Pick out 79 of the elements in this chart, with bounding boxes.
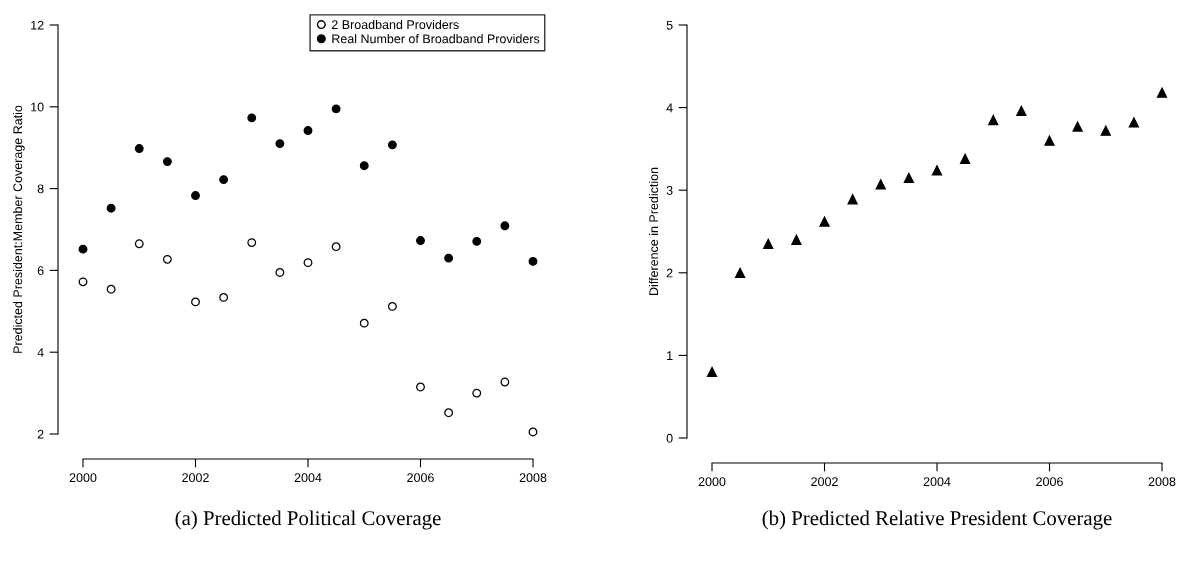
text: (a) Predicted Political Coverage xyxy=(175,510,441,530)
y-tick-label: 6 xyxy=(37,266,44,276)
point xyxy=(219,175,229,185)
point xyxy=(219,292,229,302)
point xyxy=(1072,121,1083,132)
point xyxy=(763,238,774,250)
point xyxy=(500,221,510,231)
text: (b) Predicted Relative President Coverage xyxy=(762,510,1112,530)
point xyxy=(819,216,830,227)
x-tick-label: 2004 xyxy=(923,477,951,487)
point xyxy=(706,366,718,378)
point xyxy=(528,256,538,266)
point xyxy=(331,242,341,252)
y-tick-label: 10 xyxy=(31,102,44,112)
point xyxy=(303,258,313,268)
x-tick-label: 2006 xyxy=(407,473,434,483)
point xyxy=(416,236,425,245)
point xyxy=(162,157,172,167)
x-tick-label: 2000 xyxy=(69,473,97,483)
y-tick-label: 5 xyxy=(666,20,673,30)
point xyxy=(331,104,341,114)
point xyxy=(303,126,313,135)
x-tick-label: 2008 xyxy=(1148,477,1176,487)
point xyxy=(106,284,116,294)
point xyxy=(162,254,172,264)
point xyxy=(191,297,200,307)
x-tick-label: 2002 xyxy=(182,473,209,483)
point xyxy=(472,236,482,246)
point xyxy=(444,253,454,263)
point xyxy=(444,408,454,418)
legend-label: Real Number of Broadband Providers xyxy=(332,34,540,44)
point xyxy=(500,377,510,387)
point xyxy=(134,144,144,153)
y-tick-label: 2 xyxy=(666,268,673,278)
point xyxy=(959,153,971,164)
point xyxy=(734,267,746,278)
point xyxy=(1156,87,1168,98)
y-tick-label: 12 xyxy=(31,20,44,30)
point xyxy=(528,427,538,437)
point xyxy=(359,161,369,171)
point xyxy=(1128,117,1140,128)
point xyxy=(191,191,200,200)
point xyxy=(416,382,425,392)
point xyxy=(791,234,802,245)
point xyxy=(78,244,88,254)
y-tick-label: 4 xyxy=(666,103,673,113)
point xyxy=(472,388,482,398)
point xyxy=(247,238,257,248)
point xyxy=(931,165,943,176)
y-tick-label: 2 xyxy=(37,429,44,439)
x-tick-label: 2002 xyxy=(811,477,838,487)
point xyxy=(134,239,144,249)
point xyxy=(387,301,397,311)
y-tick-label: 0 xyxy=(666,433,673,443)
legend-label: 2 Broadband Providers xyxy=(331,19,459,30)
point xyxy=(359,318,369,328)
y-axis-title: Predicted President:Member Coverage Ratio xyxy=(13,105,25,353)
point xyxy=(988,114,999,126)
point xyxy=(247,113,257,123)
point xyxy=(106,203,116,213)
y-axis-title: Difference in Prediction xyxy=(648,167,659,295)
point xyxy=(78,277,88,287)
x-tick-label: 2006 xyxy=(1036,477,1063,487)
y-tick-label: 3 xyxy=(666,186,673,195)
point xyxy=(387,140,397,150)
y-tick-label: 8 xyxy=(37,184,44,194)
point xyxy=(275,139,285,149)
point xyxy=(1100,125,1111,136)
point xyxy=(903,172,915,183)
y-tick-label: 1 xyxy=(667,351,673,360)
x-tick-label: 2000 xyxy=(698,477,726,487)
point xyxy=(275,268,285,277)
point xyxy=(847,194,858,205)
point xyxy=(875,179,886,190)
x-tick-label: 2008 xyxy=(519,473,547,483)
point xyxy=(1016,105,1027,117)
point xyxy=(1044,135,1055,146)
x-tick-label: 2004 xyxy=(294,473,322,483)
y-tick-label: 4 xyxy=(37,348,44,357)
